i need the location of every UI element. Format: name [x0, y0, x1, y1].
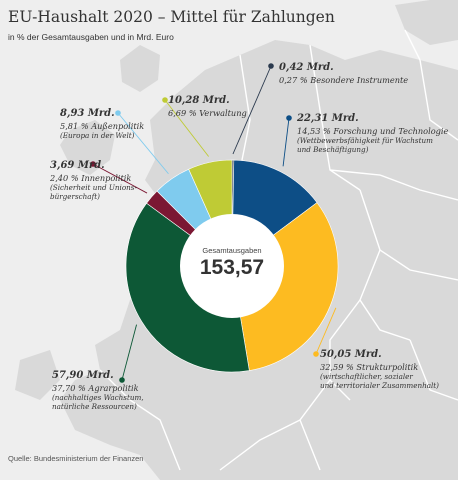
- leader-dot-verwaltung: [162, 97, 168, 103]
- label-aussen-note: (Europa in der Welt): [60, 130, 135, 140]
- leader-line-besondere: [232, 65, 272, 155]
- label-innen-percent: 2,40 % Innenpolitik: [50, 172, 132, 183]
- label-besondere-amount: 0,42 Mrd.: [279, 62, 334, 73]
- leader-line-agrar: [121, 324, 137, 381]
- chart-subtitle: in % der Gesamtausgaben und in Mrd. Euro: [8, 32, 174, 42]
- leader-line-forschung: [282, 117, 290, 167]
- label-innen-note: (Sicherheit und Unions- bürgerschaft): [50, 182, 137, 201]
- label-innen: 3,69 Mrd. 2,40 % Innenpolitik (Sicherhei…: [50, 160, 137, 201]
- pie-slice-struktur: [231, 202, 339, 371]
- label-struktur-percent: 32,59 % Strukturpolitik: [320, 361, 419, 372]
- label-forschung-amount: 22,31 Mrd.: [297, 113, 359, 124]
- label-agrar-amount: 57,90 Mrd.: [52, 370, 114, 381]
- label-besondere-percent: 0,27 % Besondere Instrumente: [279, 74, 409, 85]
- leader-dot-agrar: [119, 377, 125, 383]
- total-caption: Gesamtausgaben: [202, 246, 262, 255]
- label-agrar: 57,90 Mrd. 37,70 % Agrarpolitik (nachhal…: [52, 370, 144, 411]
- label-verwaltung: 10,28 Mrd. 6,69 % Verwaltung: [168, 95, 247, 118]
- leader-dot-forschung: [286, 115, 292, 121]
- label-verwaltung-amount: 10,28 Mrd.: [168, 95, 230, 106]
- donut-center-hole: [180, 214, 284, 318]
- leader-dot-innen: [90, 161, 96, 167]
- label-verwaltung-percent: 6,69 % Verwaltung: [168, 107, 247, 118]
- label-struktur: 50,05 Mrd. 32,59 % Strukturpolitik (wirt…: [320, 349, 439, 390]
- label-forschung-note: (Wettbewerbsfähigkeit für Wachstum und B…: [297, 135, 433, 154]
- leader-dot-aussen: [115, 110, 121, 116]
- label-aussen-percent: 5,81 % Außenpolitik: [60, 120, 145, 131]
- label-besondere: 0,42 Mrd. 0,27 % Besondere Instrumente: [279, 62, 408, 85]
- label-struktur-note: (wirtschaftlicher, sozialer und territor…: [320, 371, 439, 390]
- leader-dot-struktur: [313, 351, 319, 357]
- label-aussen: 8,93 Mrd. 5,81 % Außenpolitik (Europa in…: [60, 108, 144, 140]
- source-note: Quelle: Bundesministerium der Finanzen: [8, 454, 144, 463]
- label-agrar-percent: 37,70 % Agrarpolitik: [52, 382, 139, 393]
- label-struktur-amount: 50,05 Mrd.: [320, 349, 382, 360]
- chart-title: EU-Haushalt 2020 – Mittel für Zahlungen: [8, 8, 335, 26]
- leader-dot-besondere: [268, 63, 274, 69]
- leader-line-aussen: [117, 112, 169, 175]
- leader-line-verwaltung: [164, 99, 209, 157]
- total-value: 153,57: [199, 256, 265, 279]
- label-agrar-note: (nachhaltiges Wachstum, natürliche Resso…: [52, 392, 144, 411]
- leader-line-innen: [92, 163, 148, 194]
- label-innen-amount: 3,69 Mrd.: [50, 160, 105, 171]
- label-forschung: 22,31 Mrd. 14,53 % Forschung und Technol…: [297, 113, 448, 154]
- label-aussen-amount: 8,93 Mrd.: [60, 108, 115, 119]
- label-forschung-percent: 14,53 % Forschung und Technologie: [297, 125, 449, 136]
- leader-line-struktur: [315, 307, 337, 355]
